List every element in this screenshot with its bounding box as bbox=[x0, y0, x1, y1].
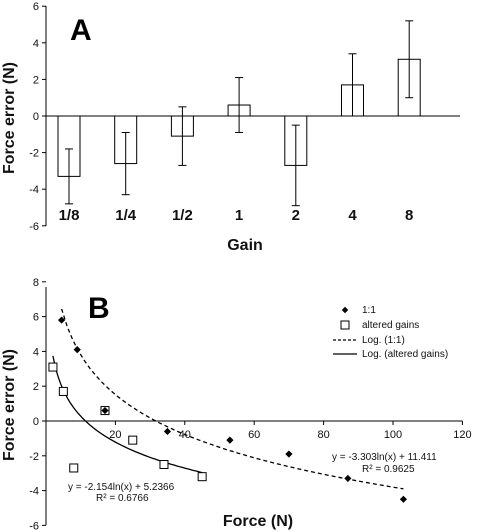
legend-item-1-1: 1:1 bbox=[341, 305, 376, 316]
panel-b-x-ticks: 20 40 60 80 100 120 bbox=[46, 420, 472, 441]
category-label-1-2: 1/2 bbox=[172, 207, 193, 224]
r2-altered-gains: R² = 0.6766 bbox=[96, 493, 149, 504]
panel-a: A Force error (N) Gain -6 -4 -2 0 2 4 6 1/8 1/4… bbox=[1, 1, 460, 254]
category-label-1-4: 1/4 bbox=[115, 207, 137, 224]
equation-1-1: y = -3.303ln(x) + 11.411 bbox=[332, 452, 437, 463]
panel-a-y-tick-label: 6 bbox=[33, 1, 39, 13]
panel-a-y-axis-title: Force error (N) bbox=[1, 62, 18, 174]
legend-symbol-1-1 bbox=[341, 306, 349, 314]
panel-a-y-tick-label: 4 bbox=[33, 38, 39, 50]
panel-b-y-tick-label: -6 bbox=[29, 520, 39, 532]
panel-b-x-tick-label: 120 bbox=[453, 429, 471, 441]
point-altered-gains bbox=[128, 435, 138, 445]
panel-b-y-tick-label: 4 bbox=[33, 346, 39, 358]
panel-b-y-tick-label: 0 bbox=[33, 416, 39, 428]
legend-label-log-altered-gains: Log. (altered gains) bbox=[362, 349, 448, 360]
panel-b-y-ticks: -6 -4 -2 0 2 4 6 8 bbox=[29, 277, 46, 532]
panel-a-y-tick-label: -2 bbox=[29, 148, 39, 160]
legend-label-altered-gains: altered gains bbox=[362, 320, 419, 331]
category-label-4: 4 bbox=[348, 207, 357, 224]
panel-a-y-tick-label: 2 bbox=[33, 74, 39, 86]
panel-a-label: A bbox=[70, 14, 92, 47]
point-altered-gains bbox=[69, 463, 79, 473]
panel-b-y-tick-label: 8 bbox=[33, 277, 39, 289]
point-1-1 bbox=[344, 474, 352, 483]
panel-b-x-axis-title: Force (N) bbox=[223, 513, 293, 530]
point-altered-gains bbox=[197, 472, 207, 482]
panel-b-y-tick-label: -4 bbox=[29, 486, 39, 498]
panel-b: B Force error (N) Force (N) -6-4-202468 … bbox=[1, 277, 472, 532]
point-1-1 bbox=[101, 406, 109, 415]
panel-b-y-tick-label: 6 bbox=[33, 312, 39, 324]
panel-b-points bbox=[48, 316, 408, 503]
panel-b-x-tick-label: 100 bbox=[384, 429, 402, 441]
panel-b-y-tick-label: -2 bbox=[29, 451, 39, 463]
category-label-1: 1 bbox=[235, 207, 243, 224]
panel-a-y-ticks: -6 -4 -2 0 2 4 6 bbox=[29, 1, 460, 233]
equation-altered-gains: y = -2.154ln(x) + 5.2366 bbox=[68, 482, 175, 493]
panel-a-y-tick-label: 0 bbox=[33, 111, 39, 123]
legend-item-log-1-1: Log. (1:1) bbox=[333, 335, 405, 346]
panel-a-y-tick-label: -4 bbox=[29, 184, 39, 196]
point-1-1 bbox=[163, 427, 172, 436]
panel-a-category-labels: 1/8 1/4 1/2 1 2 4 8 bbox=[59, 207, 414, 224]
panel-a-y-tick-label: -6 bbox=[29, 221, 39, 233]
category-label-8: 8 bbox=[405, 207, 413, 224]
point-altered-gains bbox=[48, 362, 58, 372]
point-1-1 bbox=[58, 316, 66, 324]
panel-b-x-tick-label: 60 bbox=[248, 429, 260, 441]
legend-item-log-altered-gains: Log. (altered gains) bbox=[333, 349, 448, 360]
category-label-1-8: 1/8 bbox=[59, 207, 80, 224]
panel-b-label: B bbox=[88, 292, 110, 325]
point-altered-gains bbox=[159, 460, 169, 469]
point-altered-gains bbox=[58, 386, 68, 396]
trendline-log-altered-gains bbox=[52, 355, 203, 474]
point-1-1 bbox=[399, 495, 408, 503]
legend-label-log-1-1: Log. (1:1) bbox=[362, 335, 405, 346]
panel-b-y-axis-title: Force error (N) bbox=[1, 349, 18, 461]
panel-a-bars bbox=[57, 20, 421, 207]
legend-label-1-1: 1:1 bbox=[362, 305, 376, 316]
r2-1-1: R² = 0.9625 bbox=[362, 464, 415, 475]
panel-a-x-axis-title: Gain bbox=[227, 237, 263, 254]
point-1-1 bbox=[73, 346, 81, 354]
panel-b-y-tick-label: 2 bbox=[33, 381, 39, 393]
point-1-1 bbox=[285, 450, 293, 458]
panel-b-x-tick-label: 20 bbox=[109, 429, 121, 441]
category-label-2: 2 bbox=[292, 207, 300, 224]
panel-b-legend: 1:1 altered gains Log. (1:1) Log. (alter… bbox=[333, 305, 448, 360]
panel-b-x-tick-label: 80 bbox=[317, 429, 329, 441]
point-1-1 bbox=[226, 436, 234, 444]
legend-item-altered-gains: altered gains bbox=[340, 320, 419, 331]
legend-symbol-altered-gains bbox=[340, 320, 350, 330]
